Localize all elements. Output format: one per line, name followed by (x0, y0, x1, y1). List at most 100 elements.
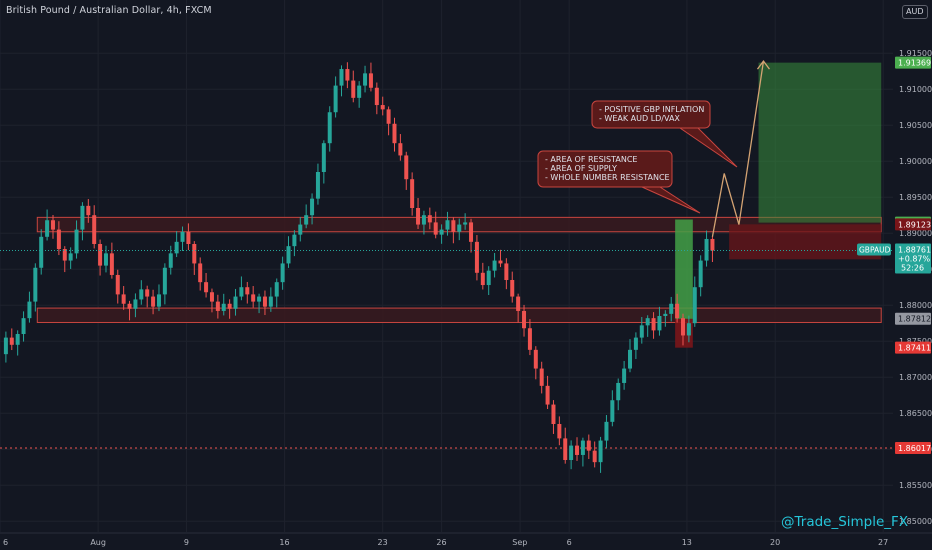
candle-body (380, 105, 385, 110)
price-tick-label: 1.90000 (899, 157, 932, 166)
candle-body (215, 301, 220, 311)
time-tick-label: 16 (279, 538, 289, 547)
time-tick-label: 13 (682, 538, 692, 547)
time-tick-label: 20 (770, 538, 780, 547)
entry-green-box (675, 219, 693, 319)
candle-body (74, 229, 79, 254)
callout-box (591, 100, 711, 129)
candle-body (280, 263, 285, 283)
candle-body (109, 253, 114, 275)
candle-body (433, 222, 438, 235)
stop-loss-box (729, 224, 882, 260)
candle-body (492, 260, 497, 271)
price-tick-label: 1.89500 (899, 193, 932, 202)
candle-body (368, 73, 373, 88)
candle-body (86, 205, 91, 216)
candle-body (151, 296, 156, 307)
callout-line: - AREA OF RESISTANCE (545, 155, 637, 164)
candle-body (510, 280, 515, 297)
candle-body (357, 85, 362, 98)
candle-body (274, 282, 279, 297)
callout-box (537, 150, 673, 188)
candle-body (15, 334, 20, 345)
candle-body (345, 69, 350, 81)
candle-body (516, 296, 521, 311)
candle-body (192, 244, 197, 264)
price-badge (895, 312, 931, 325)
candle-body (439, 229, 444, 235)
current-price-countdown: 52:26 (901, 263, 924, 272)
candle-body (98, 244, 103, 266)
candle-body (645, 318, 650, 326)
price-tick-label: 1.88000 (899, 301, 932, 310)
candle-body (404, 155, 409, 180)
candle-body (551, 404, 556, 424)
price-tick-label: 1.89000 (899, 229, 932, 238)
candle-body (310, 198, 315, 216)
candle-body (527, 328, 532, 350)
callout-line: - WHOLE NUMBER RESISTANCE (545, 173, 670, 182)
chart-drawings[interactable]: - AREA OF RESISTANCE- AREA OF SUPPLY- WH… (537, 60, 770, 237)
candle-body (174, 241, 179, 254)
candle-body (592, 450, 597, 463)
candle-body (469, 222, 474, 242)
candle-body (633, 337, 638, 350)
candle-body (686, 323, 691, 336)
price-badge-label: 1.91369 (898, 59, 931, 68)
candle-body (209, 292, 214, 302)
candle-body (321, 143, 326, 172)
candle-body (304, 215, 309, 225)
candle-body (569, 445, 574, 460)
candle-body (56, 229, 61, 250)
candle-body (351, 80, 356, 98)
callout-line: - WEAK AUD LD/VAX (599, 114, 680, 123)
candle-body (62, 249, 67, 261)
candle-body (92, 215, 97, 244)
candle-body (257, 296, 262, 302)
time-tick-label: 26 (436, 538, 446, 547)
candle-body (710, 238, 715, 251)
support-zone (36, 307, 882, 323)
candle-body (103, 253, 108, 266)
candle-body (445, 220, 450, 230)
candle-body (575, 445, 580, 455)
candle-body (704, 238, 709, 261)
time-axis[interactable]: 6 Aug 9 16 23 26 Sep 6 13 20 27 (0, 532, 932, 547)
candle-body (133, 299, 138, 309)
price-badge-label: 1.87411 (898, 344, 931, 353)
price-tick-label: 1.85000 (899, 517, 932, 526)
candle-body (639, 325, 644, 338)
current-price-change: +0.87% (898, 254, 931, 263)
candle-body (539, 368, 544, 386)
price-badge (895, 441, 931, 454)
candle-body (227, 303, 232, 309)
candle-body (398, 143, 403, 156)
candle-body (416, 208, 421, 225)
candle-body (392, 123, 397, 144)
candle-body (286, 246, 291, 264)
candle-body (204, 282, 209, 293)
candle-body (156, 294, 161, 307)
price-badge (895, 56, 931, 69)
candle-body (563, 438, 568, 460)
candle-body (663, 313, 668, 316)
candle-body (121, 294, 126, 304)
time-tick-label: 9 (184, 538, 189, 547)
candle-body (486, 270, 491, 286)
candle-body (410, 179, 415, 208)
candle-body (327, 112, 332, 144)
candle-body (427, 215, 432, 223)
candle-body (651, 318, 656, 331)
time-tick-label: 6 (567, 538, 572, 547)
currency-badge[interactable]: AUD (902, 5, 928, 19)
candle-body (33, 267, 38, 302)
candle-body (692, 287, 697, 324)
target-box (758, 62, 882, 223)
symbol-badge-label: GBPAUD (859, 245, 891, 254)
candle-body (251, 294, 256, 302)
price-badge (895, 341, 931, 354)
candle-body (145, 289, 150, 297)
price-badge (895, 218, 931, 231)
